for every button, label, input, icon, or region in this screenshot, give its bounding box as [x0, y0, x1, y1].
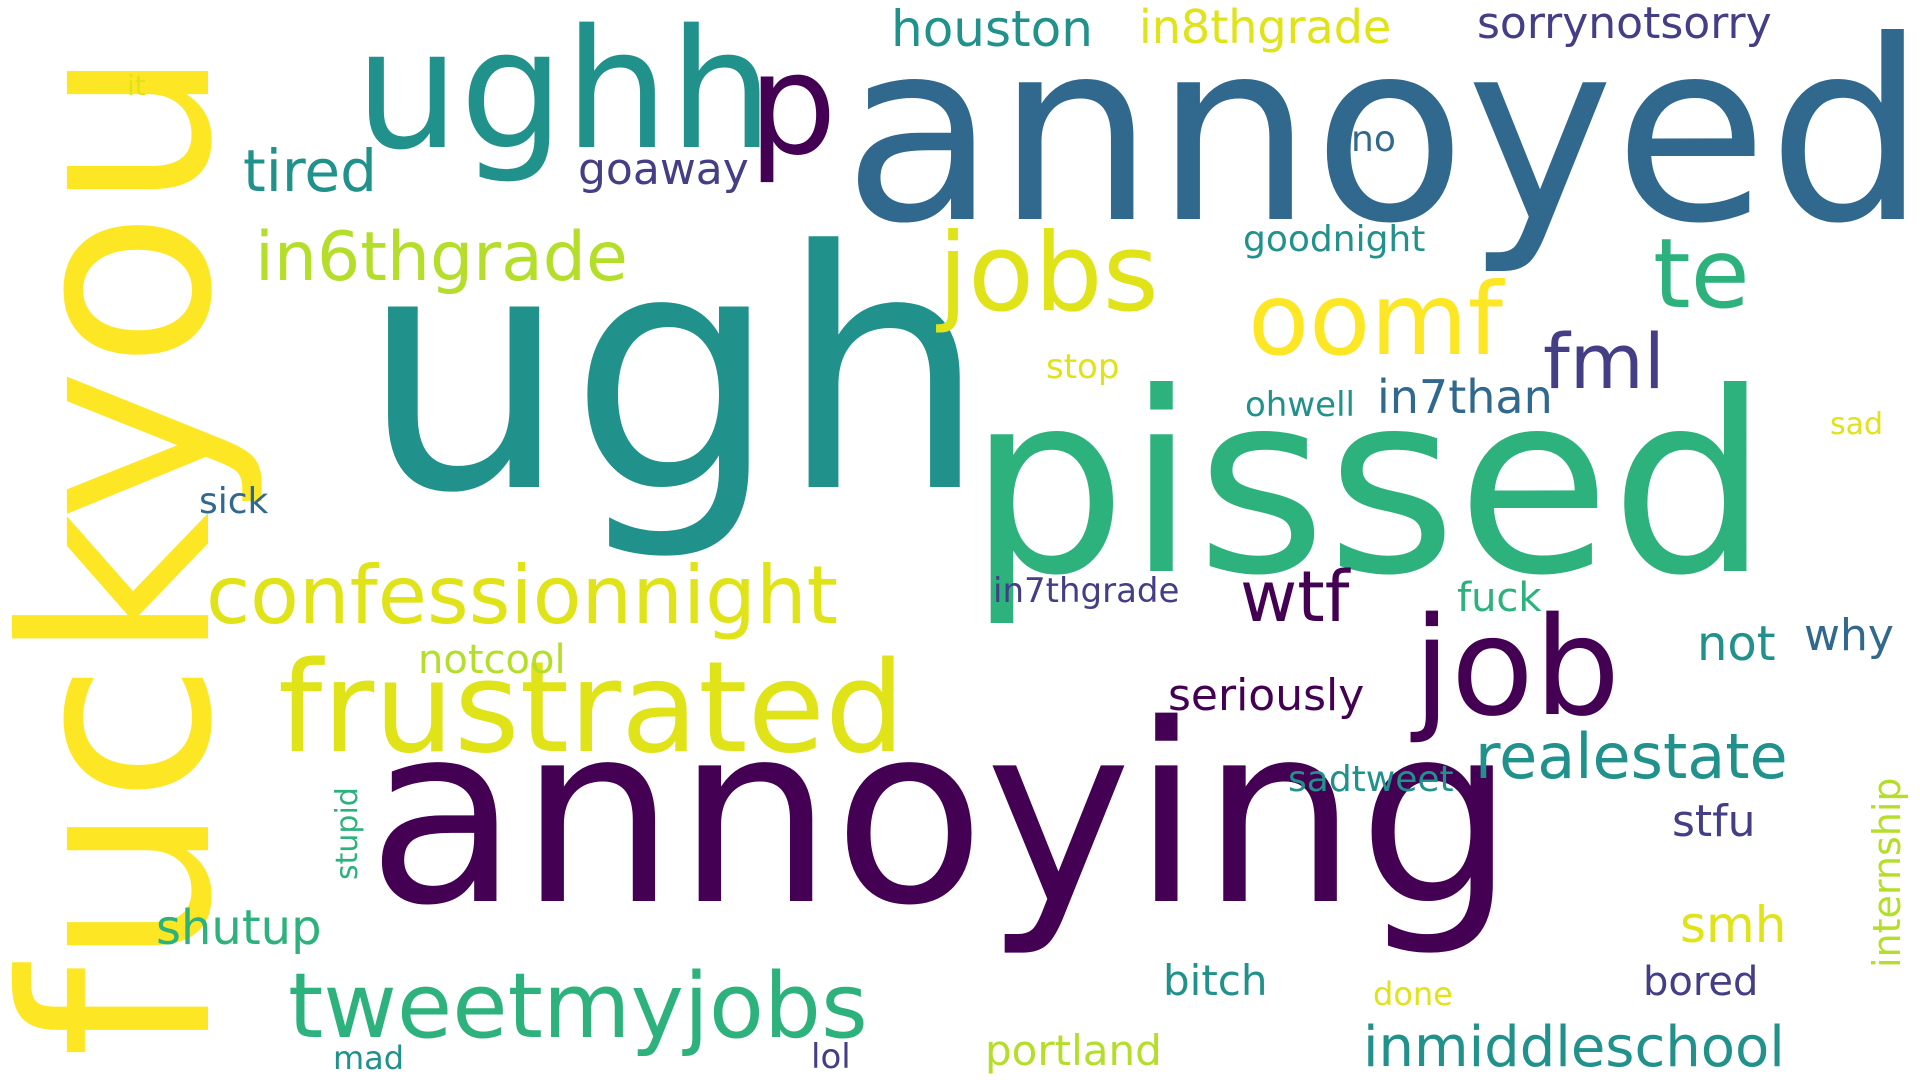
- word-shutup: shutup: [156, 900, 322, 956]
- word-stop: stop: [1046, 347, 1120, 387]
- word-done: done: [1373, 975, 1453, 1013]
- word-sorrynotsorry: sorrynotsorry: [1477, 0, 1772, 49]
- word-ugh: ugh: [360, 181, 988, 565]
- word-realestate: realestate: [1475, 720, 1788, 793]
- word-stfu: stfu: [1672, 796, 1756, 847]
- word-jobs: jobs: [938, 211, 1159, 336]
- word-internship: internship: [1865, 777, 1909, 968]
- word-sadtweet: sadtweet: [1288, 759, 1454, 800]
- word-job: job: [1413, 589, 1621, 747]
- word-houston: houston: [891, 0, 1093, 58]
- word-in7thgrade: in7thgrade: [993, 571, 1180, 611]
- word-ohwell: ohwell: [1245, 385, 1355, 425]
- word-no: no: [1351, 119, 1396, 160]
- word-notcool: notcool: [418, 637, 566, 683]
- word-fml: fml: [1543, 317, 1665, 406]
- word-it: it: [127, 69, 146, 102]
- word-lol: lol: [811, 1037, 851, 1077]
- word-in7than: in7than: [1377, 370, 1553, 424]
- word-oomf: oomf: [1248, 261, 1503, 378]
- word-sad: sad: [1830, 407, 1884, 442]
- word-confessionnight: confessionnight: [206, 549, 839, 642]
- word-in6thgrade: in6thgrade: [255, 218, 628, 297]
- word-stupid: stupid: [330, 787, 365, 880]
- word-tired: tired: [243, 137, 377, 205]
- word-te: te: [1653, 218, 1750, 330]
- word-fuck: fuck: [1457, 575, 1542, 621]
- word-goodnight: goodnight: [1243, 219, 1426, 260]
- word-ughh: ughh: [355, 0, 774, 186]
- word-inmiddleschool: inmiddleschool: [1363, 1015, 1785, 1080]
- word-smh: smh: [1680, 896, 1787, 954]
- word-annoying: annoying: [367, 672, 1516, 960]
- word-why: why: [1804, 610, 1894, 661]
- word-bitch: bitch: [1163, 956, 1268, 1005]
- word-wtf: wtf: [1240, 556, 1350, 638]
- word-portland: portland: [985, 1026, 1162, 1075]
- word-not: not: [1697, 616, 1776, 672]
- word-sick: sick: [199, 481, 269, 522]
- word-bored: bored: [1643, 959, 1759, 1005]
- word-goaway: goaway: [578, 144, 749, 195]
- word-in8thgrade: in8thgrade: [1139, 0, 1392, 54]
- word-mad: mad: [333, 1039, 405, 1077]
- word-tweetmyjobs: tweetmyjobs: [288, 954, 868, 1059]
- word-seriously: seriously: [1168, 670, 1365, 721]
- word-pissed: pissed: [968, 339, 1770, 630]
- word-annoyed: annoyed: [843, 0, 1920, 278]
- word-p: p: [748, 24, 837, 187]
- word-frustrated: frustrated: [278, 634, 905, 781]
